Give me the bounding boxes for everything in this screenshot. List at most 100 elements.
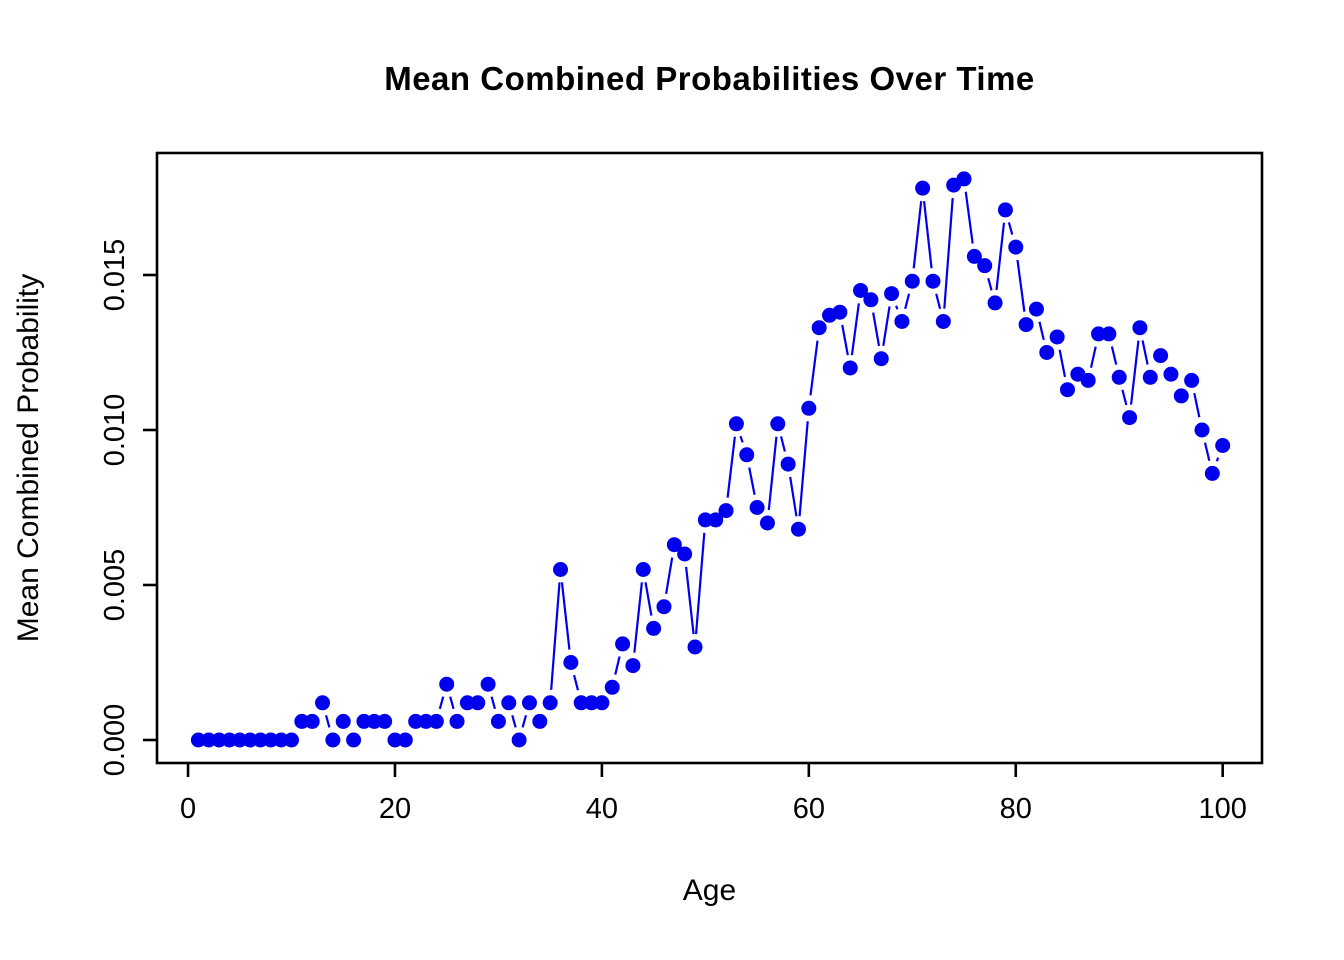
series-segment [644, 582, 653, 616]
series-segment [511, 715, 517, 728]
data-point [1173, 388, 1189, 404]
data-point [904, 273, 920, 289]
series-segment [841, 324, 849, 356]
series-segment [767, 436, 778, 511]
series-segment [685, 566, 695, 635]
series-segment [1058, 349, 1067, 378]
data-point [584, 695, 600, 711]
data-point [553, 561, 569, 577]
series-segment [1110, 346, 1118, 365]
data-point [687, 639, 703, 655]
series-segment [1016, 259, 1026, 312]
y-tick-label: 0.010 [99, 394, 131, 467]
series-segment [904, 293, 911, 310]
data-point [635, 561, 651, 577]
series-segment [882, 306, 891, 347]
data-point [1028, 301, 1044, 317]
data-point [439, 676, 455, 692]
data-point [1091, 326, 1107, 342]
data-point [356, 713, 372, 729]
data-point [470, 695, 486, 711]
data-point [346, 732, 362, 748]
data-point [542, 695, 558, 711]
data-point [1049, 329, 1065, 345]
plot-box [155, 151, 1264, 765]
x-tick-label: 100 [1198, 793, 1246, 825]
data-point [884, 286, 900, 302]
data-point [418, 713, 434, 729]
series-segment [798, 421, 809, 517]
data-point [594, 695, 610, 711]
series-segment [739, 435, 744, 443]
data-point [325, 732, 341, 748]
data-point [604, 679, 620, 695]
series-segment [550, 582, 561, 690]
data-point [759, 515, 775, 531]
data-point [966, 248, 982, 264]
data-point [1122, 410, 1138, 426]
y-tick-label: 0.005 [99, 549, 131, 622]
data-point [873, 351, 889, 367]
series-segment [521, 715, 528, 728]
series-segment [573, 674, 580, 691]
series-segment [895, 305, 899, 310]
data-point [387, 732, 403, 748]
data-point [1059, 382, 1075, 398]
series-segment [665, 557, 674, 595]
data-point [987, 295, 1003, 311]
series-segment [809, 340, 819, 396]
data-point [853, 282, 869, 298]
series-segment [995, 222, 1006, 291]
x-tick-label: 80 [1000, 793, 1032, 825]
data-point [677, 546, 693, 562]
x-tick-label: 40 [586, 793, 618, 825]
data-point [801, 400, 817, 416]
data-point [1111, 369, 1127, 385]
data-point [780, 456, 796, 472]
series-segment [872, 312, 881, 347]
data-point [811, 320, 827, 336]
data-point [656, 599, 672, 615]
data-point [1039, 344, 1055, 360]
data-point [490, 713, 506, 729]
series-segment [1215, 457, 1220, 462]
data-point [1008, 239, 1024, 255]
data-point [1018, 317, 1034, 333]
data-point [501, 695, 517, 711]
data-point [252, 732, 268, 748]
data-point [397, 732, 413, 748]
data-point [1142, 369, 1158, 385]
data-point [625, 658, 641, 674]
series-segment [1038, 321, 1045, 341]
series-segment [1193, 392, 1201, 418]
data-point [708, 512, 724, 528]
data-point [615, 636, 631, 652]
data-point [1101, 326, 1117, 342]
series-segment [789, 476, 798, 517]
data-point [925, 273, 941, 289]
series-segment [935, 293, 942, 310]
data-point [263, 732, 279, 748]
data-point [304, 713, 320, 729]
data-point [563, 654, 579, 670]
series-segment [560, 582, 571, 650]
data-point [1132, 320, 1148, 336]
data-point [449, 713, 465, 729]
series-segment [1121, 389, 1128, 406]
data-point [221, 732, 237, 748]
data-point [1080, 372, 1096, 388]
series-segment [943, 197, 954, 309]
data-point [842, 360, 858, 376]
data-point [1215, 437, 1231, 453]
data-point [1204, 465, 1220, 481]
data-point [728, 416, 744, 432]
data-point [718, 503, 734, 519]
series-segment [912, 200, 923, 269]
series-segment [633, 582, 643, 653]
data-point [956, 171, 972, 187]
series-segment [1089, 346, 1097, 368]
series-segment [987, 277, 993, 291]
data-point [1194, 422, 1210, 438]
